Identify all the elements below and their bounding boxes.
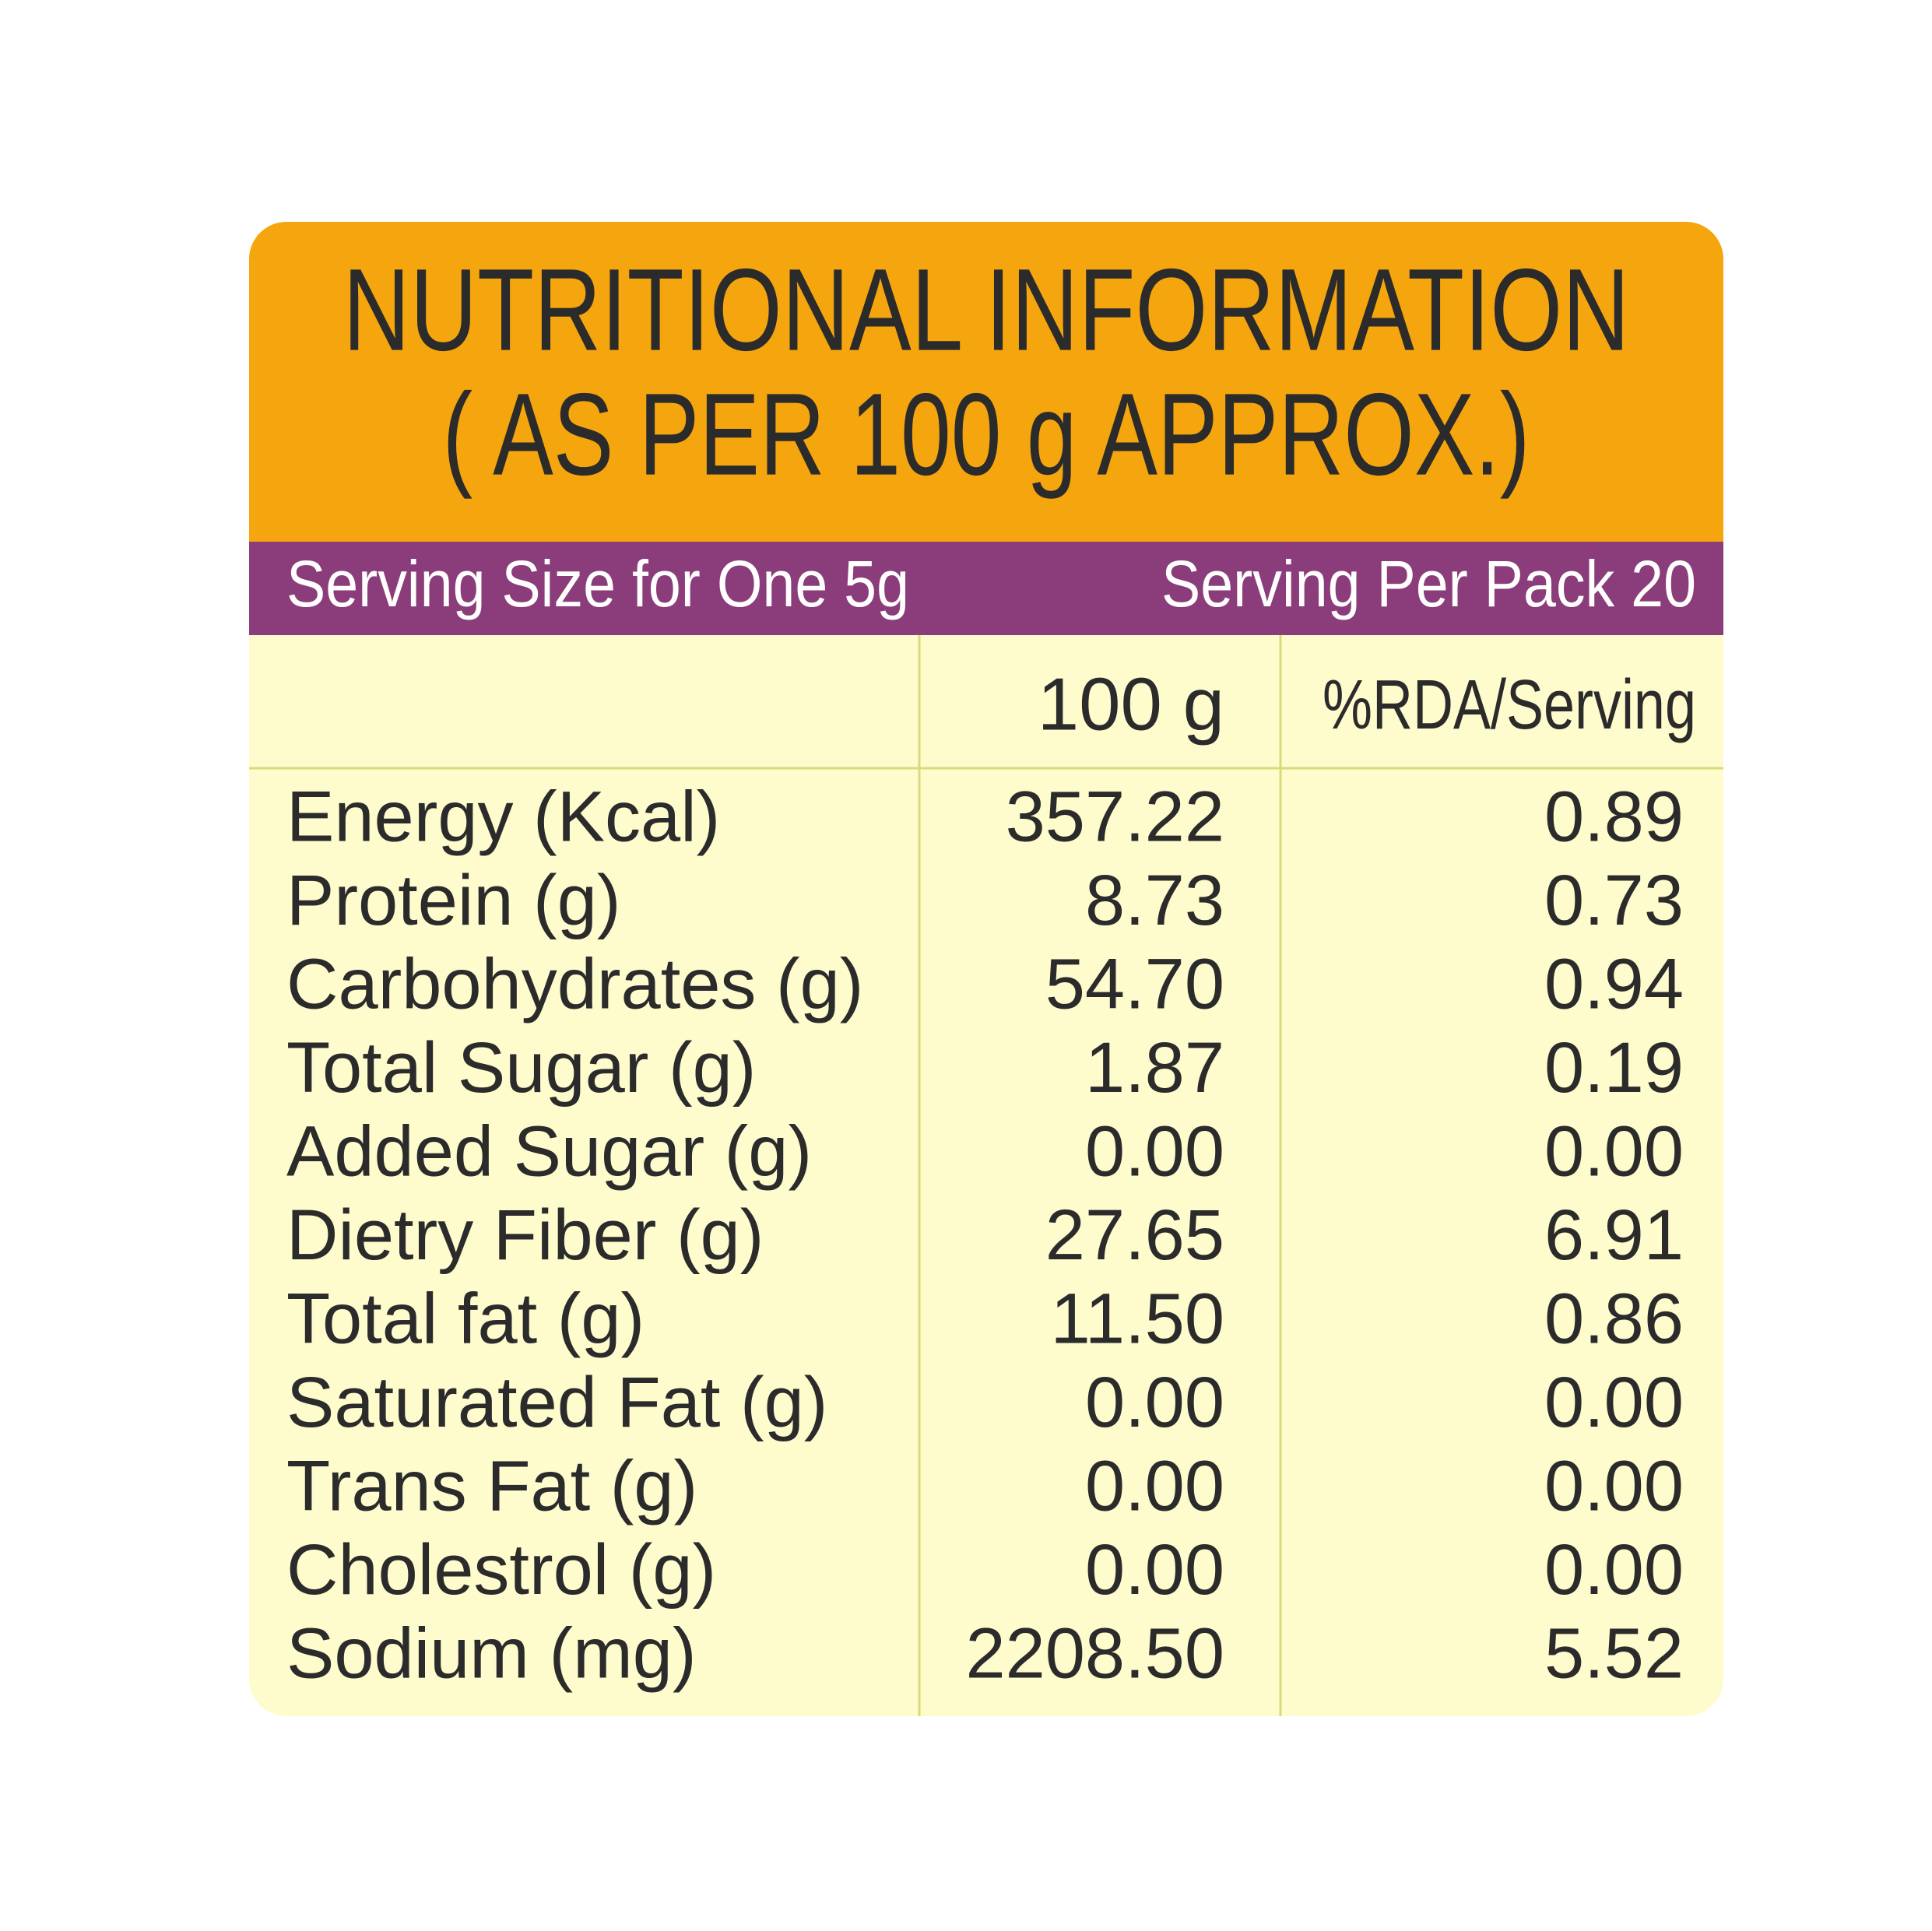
per-100g-value: 54.70 bbox=[1045, 944, 1224, 1023]
nutrient-label: Sodium (mg) bbox=[286, 1613, 697, 1693]
nutrient-label: Protein (g) bbox=[286, 861, 621, 940]
per-100g-value: 0.00 bbox=[1085, 1530, 1224, 1610]
serving-per-pack: Serving Per Pack 20 bbox=[1161, 547, 1696, 620]
per-100g-value: 0.00 bbox=[1085, 1111, 1224, 1191]
nutrient-label: Saturated Fat (g) bbox=[286, 1363, 827, 1442]
title: NUTRITIONAL INFORMATION bbox=[343, 244, 1630, 375]
rda-value: 0.19 bbox=[1544, 1028, 1684, 1108]
nutrient-label: Dietry Fiber (g) bbox=[286, 1195, 764, 1275]
rda-value: 0.00 bbox=[1544, 1363, 1684, 1442]
rda-value: 0.94 bbox=[1544, 944, 1684, 1023]
column-header: %RDA/Serving bbox=[1323, 666, 1696, 744]
nutrient-label: Carbohydrates (g) bbox=[286, 944, 863, 1023]
rda-value: 0.73 bbox=[1544, 861, 1684, 940]
rda-value: 0.00 bbox=[1544, 1530, 1684, 1610]
rda-value: 6.91 bbox=[1544, 1195, 1684, 1275]
rda-value: 0.86 bbox=[1544, 1279, 1684, 1358]
serving-band bbox=[249, 542, 1723, 635]
header-band bbox=[249, 222, 1723, 542]
per-100g-value: 357.22 bbox=[1006, 777, 1224, 856]
per-100g-value: 2208.50 bbox=[965, 1613, 1224, 1693]
rda-value: 5.52 bbox=[1544, 1613, 1684, 1693]
per-100g-value: 0.00 bbox=[1085, 1363, 1224, 1442]
card bbox=[249, 222, 1723, 1716]
per-100g-value: 8.73 bbox=[1085, 861, 1224, 940]
serving-size: Serving Size for One 5g bbox=[286, 547, 909, 620]
nutrient-label: Added Sugar (g) bbox=[286, 1111, 812, 1191]
subtitle: ( AS PER 100 g APPROX.) bbox=[443, 369, 1530, 500]
nutrient-label: Cholestrol (g) bbox=[286, 1530, 716, 1610]
column-header: 100 g bbox=[1038, 662, 1224, 746]
per-100g-value: 11.50 bbox=[1051, 1279, 1224, 1358]
rda-value: 0.00 bbox=[1544, 1111, 1684, 1191]
nutrient-label: Total Sugar (g) bbox=[286, 1028, 756, 1108]
nutrient-label: Energy (Kcal) bbox=[286, 777, 720, 856]
rda-value: 0.89 bbox=[1544, 777, 1684, 856]
per-100g-value: 27.65 bbox=[1045, 1195, 1224, 1275]
per-100g-value: 0.00 bbox=[1085, 1446, 1224, 1525]
nutrient-label: Total fat (g) bbox=[286, 1279, 645, 1358]
per-100g-value: 1.87 bbox=[1085, 1028, 1224, 1108]
nutrient-label: Trans Fat (g) bbox=[286, 1446, 697, 1525]
rda-value: 0.00 bbox=[1544, 1446, 1684, 1525]
